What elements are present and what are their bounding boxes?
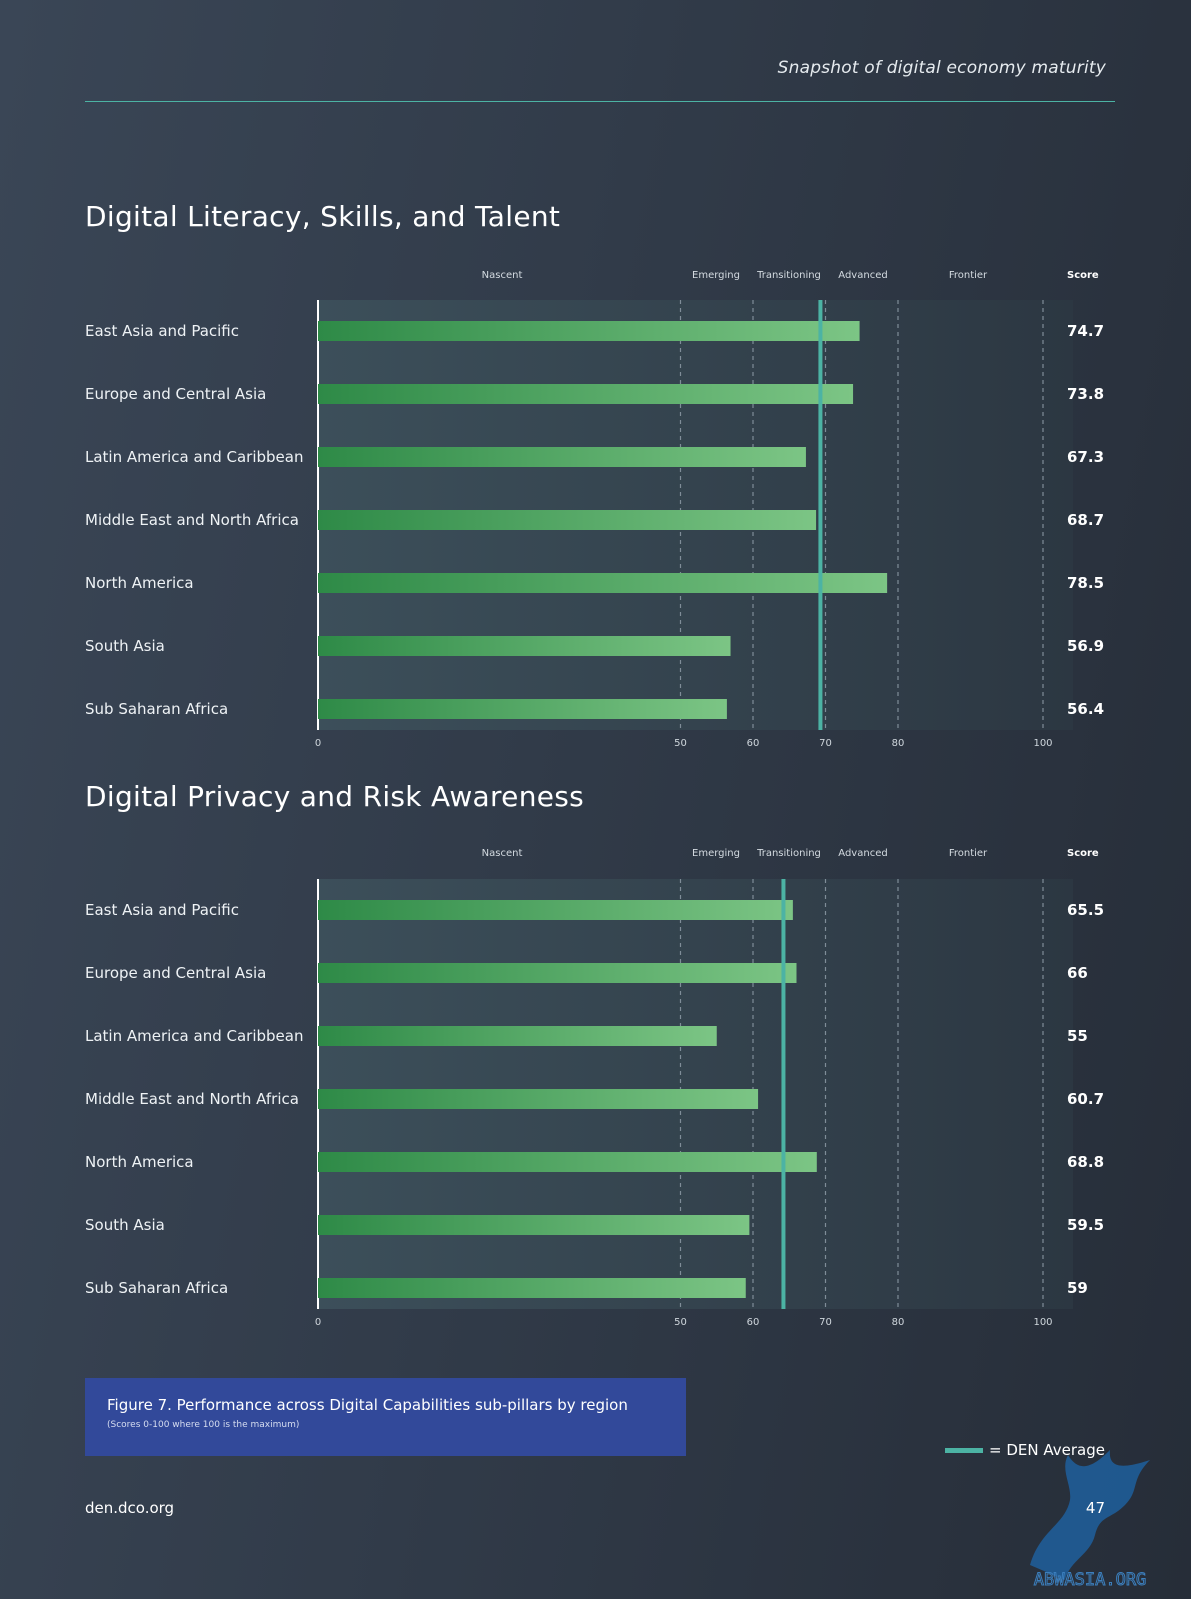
header-divider: [85, 101, 1115, 102]
category-label: South Asia: [85, 1216, 165, 1234]
score-value: 59: [1067, 1279, 1088, 1297]
watermark-logo: ABWASIA.ORG: [1030, 1450, 1150, 1590]
bar: [318, 573, 888, 593]
caption-subtitle: (Scores 0-100 where 100 is the maximum): [107, 1420, 300, 1430]
tick-label: 50: [674, 738, 687, 749]
bar: [318, 447, 806, 467]
bar: [318, 510, 817, 530]
bar: [318, 1152, 817, 1172]
tick-label: 70: [819, 738, 832, 749]
bar: [318, 1026, 717, 1046]
category-label: North America: [85, 574, 194, 592]
tick-label: 50: [674, 1317, 687, 1328]
category-label: North America: [85, 1153, 194, 1171]
stage-label-transitioning: Transitioning: [757, 270, 821, 281]
tick-label: 60: [747, 1317, 760, 1328]
category-label: Latin America and Caribbean: [85, 448, 303, 466]
tick-label: 60: [747, 738, 760, 749]
score-header: Score: [1067, 270, 1099, 281]
bar: [318, 636, 731, 656]
score-value: 68.8: [1067, 1153, 1104, 1171]
category-label: South Asia: [85, 637, 165, 655]
category-label: East Asia and Pacific: [85, 322, 239, 340]
score-value: 65.5: [1067, 901, 1104, 919]
caption-title: Figure 7. Performance across Digital Cap…: [107, 1396, 628, 1414]
bar-chart-privacy: East Asia and Pacific 65.5 Europe and Cent…: [85, 879, 1104, 1328]
score-value: 68.7: [1067, 511, 1104, 529]
score-value: 66: [1067, 964, 1088, 982]
category-label: Sub Saharan Africa: [85, 1279, 228, 1297]
category-label: Latin America and Caribbean: [85, 1027, 303, 1045]
chart-title: Digital Literacy, Skills, and Talent: [85, 200, 561, 233]
tick-label: 0: [315, 1317, 321, 1328]
figure-caption: Figure 7. Performance across Digital Cap…: [85, 1378, 686, 1456]
chart-title: Digital Privacy and Risk Awareness: [85, 780, 585, 813]
stage-label-frontier: Frontier: [948, 848, 988, 859]
score-value: 60.7: [1067, 1090, 1104, 1108]
stage-label-emerging: Emerging: [692, 848, 740, 859]
category-label: Middle East and North Africa: [85, 1090, 299, 1108]
category-label: Europe and Central Asia: [85, 385, 266, 403]
category-label: Sub Saharan Africa: [85, 700, 228, 718]
page-number: 47: [1085, 1499, 1105, 1517]
stage-label-transitioning: Transitioning: [757, 848, 821, 859]
score-value: 73.8: [1067, 385, 1104, 403]
bar: [318, 1278, 746, 1298]
score-value: 56.4: [1067, 700, 1104, 718]
legend: = DEN Average: [945, 1441, 1105, 1459]
category-label: East Asia and Pacific: [85, 901, 239, 919]
tick-label: 100: [1033, 738, 1052, 749]
tick-label: 0: [315, 738, 321, 749]
score-value: 59.5: [1067, 1216, 1104, 1234]
stage-label-advanced: Advanced: [838, 848, 888, 859]
tick-label: 100: [1033, 1317, 1052, 1328]
bar: [318, 963, 797, 983]
stage-label-emerging: Emerging: [692, 270, 740, 281]
bar: [318, 384, 854, 404]
category-label: Europe and Central Asia: [85, 964, 266, 982]
bar: [318, 321, 860, 341]
score-value: 78.5: [1067, 574, 1104, 592]
tick-label: 80: [892, 738, 905, 749]
category-label: Middle East and North Africa: [85, 511, 299, 529]
score-value: 67.3: [1067, 448, 1104, 466]
score-value: 55: [1067, 1027, 1088, 1045]
tick-label: 70: [819, 1317, 832, 1328]
legend-label: = DEN Average: [989, 1441, 1105, 1459]
header-title: Snapshot of digital economy maturity: [777, 58, 1106, 78]
tick-label: 80: [892, 1317, 905, 1328]
watermark-text: ABWASIA.ORG: [1034, 1570, 1147, 1590]
score-header: Score: [1067, 848, 1099, 859]
bar: [318, 900, 793, 920]
bar: [318, 699, 727, 719]
bar: [318, 1089, 759, 1109]
footer-url[interactable]: den.dco.org: [85, 1499, 175, 1517]
bar-chart-literacy: East Asia and Pacific 74.7 Europe and Cent…: [85, 300, 1104, 749]
score-value: 56.9: [1067, 637, 1104, 655]
score-value: 74.7: [1067, 322, 1104, 340]
bar: [318, 1215, 750, 1235]
stage-label-nascent: Nascent: [481, 270, 523, 281]
stage-label-frontier: Frontier: [948, 270, 988, 281]
legend-swatch-den-average: [945, 1447, 984, 1453]
stage-label-nascent: Nascent: [481, 848, 523, 859]
stage-label-advanced: Advanced: [838, 270, 888, 281]
